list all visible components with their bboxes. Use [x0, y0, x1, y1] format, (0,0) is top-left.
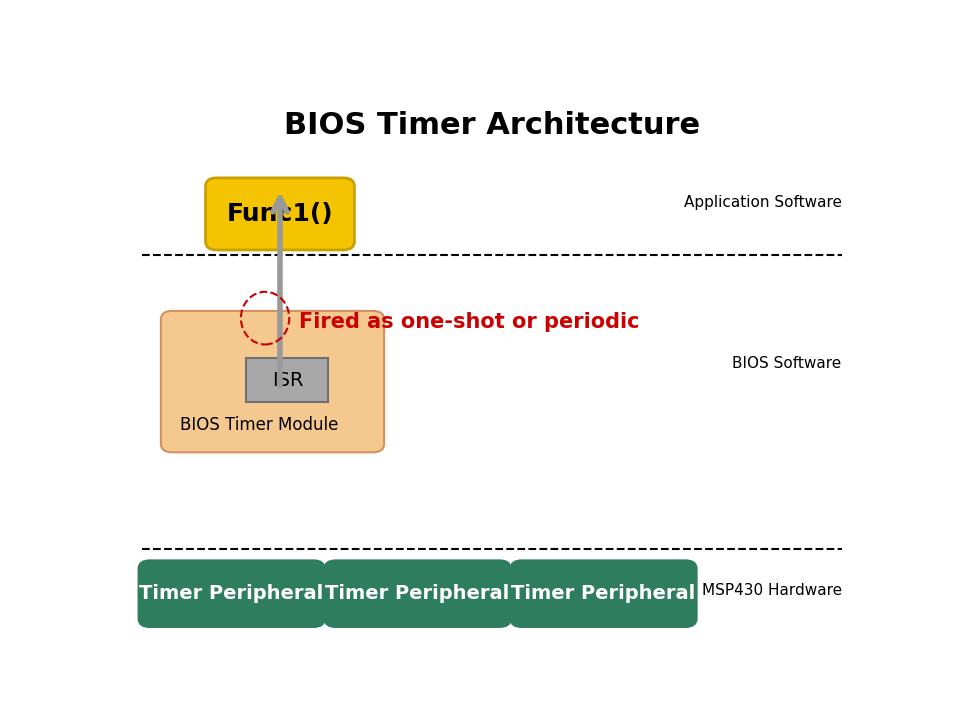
FancyBboxPatch shape: [138, 560, 324, 627]
Text: Application Software: Application Software: [684, 195, 842, 210]
Text: BIOS Timer Module: BIOS Timer Module: [180, 416, 338, 434]
FancyBboxPatch shape: [205, 178, 354, 250]
Text: Timer Peripheral: Timer Peripheral: [512, 584, 696, 603]
Text: Timer Peripheral: Timer Peripheral: [325, 584, 510, 603]
Text: BIOS Timer Architecture: BIOS Timer Architecture: [284, 111, 700, 140]
Text: MSP430 Hardware: MSP430 Hardware: [702, 583, 842, 598]
Text: BIOS Software: BIOS Software: [732, 356, 842, 371]
Text: ISR: ISR: [272, 371, 303, 390]
FancyBboxPatch shape: [511, 560, 697, 627]
Text: Fired as one-shot or periodic: Fired as one-shot or periodic: [300, 312, 640, 332]
Text: Func1(): Func1(): [227, 202, 333, 226]
FancyBboxPatch shape: [161, 311, 384, 452]
Text: Timer Peripheral: Timer Peripheral: [139, 584, 324, 603]
FancyBboxPatch shape: [247, 358, 328, 402]
FancyBboxPatch shape: [324, 560, 511, 627]
